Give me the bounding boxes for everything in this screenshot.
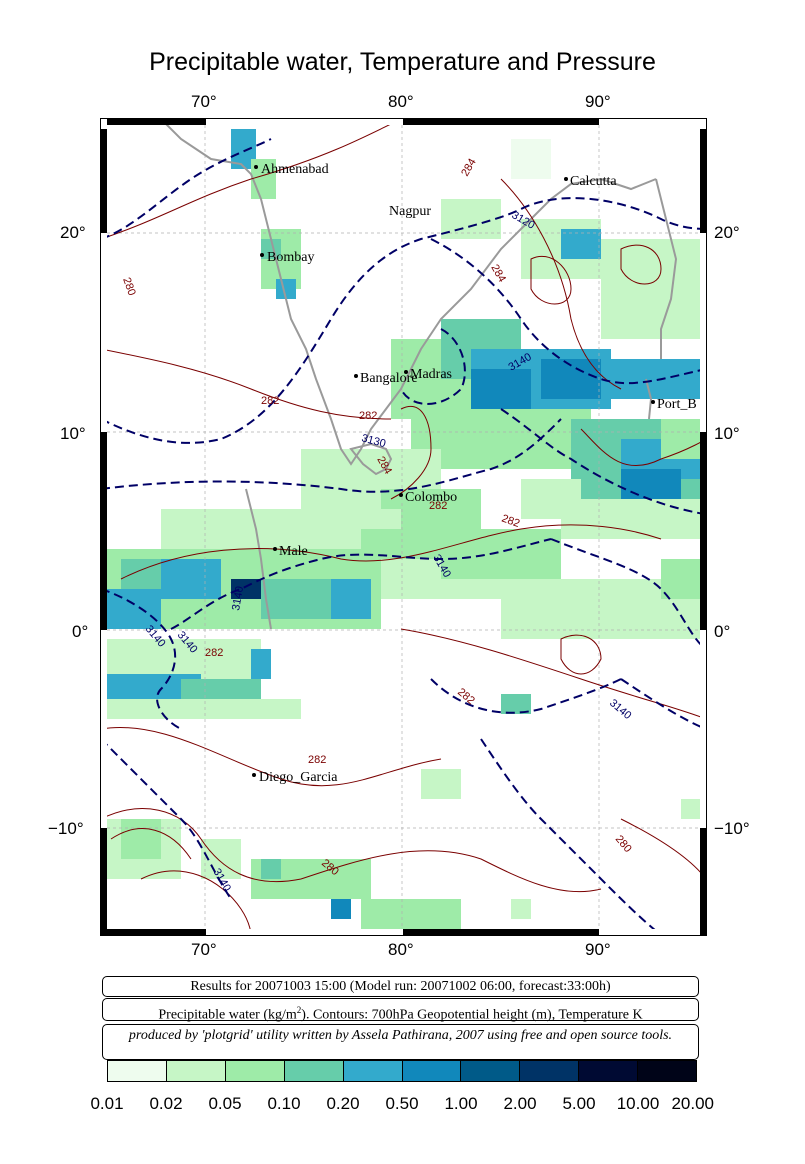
- lon-tick-80-bottom: 80°: [388, 940, 414, 959]
- colorbar-cell: [225, 1061, 285, 1081]
- legend-description-box: Precipitable water (kg/m2). Contours: 70…: [102, 998, 699, 1023]
- t-label: 282: [429, 500, 447, 512]
- lat-tick-10-left: 10°: [60, 424, 86, 443]
- results-box: Results for 20071003 15:00 (Model run: 2…: [102, 976, 699, 997]
- colorbar-cell: [520, 1061, 580, 1081]
- colorbar-cell: [108, 1061, 167, 1081]
- colorbar-label: 0.05: [208, 1094, 242, 1113]
- colorbar-cell: [638, 1061, 697, 1081]
- graticule: [101, 119, 706, 935]
- height-contours: [101, 138, 706, 935]
- colorbar-cell: [402, 1061, 462, 1081]
- results-text: Results for 20071003 15:00 (Model run: 2…: [190, 979, 611, 994]
- colorbar-label: 1.00: [444, 1094, 478, 1113]
- cities: Ahmenabad Nagpur Calcutta Bombay Bangalo…: [252, 162, 697, 785]
- city-label: Bombay: [267, 250, 314, 265]
- frame-border: [101, 119, 706, 935]
- credits-box: produced by 'plotgrid' utility written b…: [102, 1024, 699, 1060]
- lat-tick-m10-right: −10°: [714, 819, 750, 838]
- city-label: Madras: [410, 367, 452, 382]
- lat-tick-20-right: 20°: [714, 223, 740, 242]
- colorbar-cell: [284, 1061, 344, 1081]
- lon-tick-90-bottom: 90°: [585, 940, 611, 959]
- h-label: 3140: [230, 585, 246, 611]
- legend-text-sup: 2: [296, 1005, 302, 1015]
- t-label: 282: [205, 647, 223, 659]
- colorbar-label: 0.50: [385, 1094, 419, 1113]
- lat-tick-0-left: 0°: [72, 622, 89, 641]
- temperature-contours: [101, 119, 706, 935]
- city-label: Bangalore: [360, 371, 418, 386]
- legend-text-a: Precipitable water (kg/m: [158, 1007, 297, 1023]
- colorbar-label: 0.01: [90, 1094, 124, 1113]
- lon-tick-70-bottom: 70°: [191, 940, 217, 959]
- lat-tick-10-right: 10°: [714, 424, 740, 443]
- colorbar-label: 5.00: [562, 1094, 596, 1113]
- city-label: Nagpur: [389, 204, 431, 219]
- colorbar-label: 0.20: [326, 1094, 360, 1113]
- lat-tick-20-left: 20°: [60, 223, 86, 242]
- lat-tick-0-right: 0°: [714, 622, 731, 641]
- city-label: Ahmenabad: [261, 162, 329, 177]
- credits-text: produced by 'plotgrid' utility written b…: [128, 1028, 673, 1043]
- t-label: 282: [261, 395, 279, 407]
- map-panel[interactable]: 284 284 280 282 282 284 282 282 282 282 …: [100, 118, 707, 936]
- lon-tick-90-top: 90°: [585, 92, 611, 111]
- coastline: [160, 119, 678, 630]
- city-label: Male: [279, 544, 308, 559]
- colorbar-label: 2.00: [503, 1094, 537, 1113]
- map-svg: 284 284 280 282 282 284 282 282 282 282 …: [101, 119, 706, 935]
- lon-tick-70-top: 70°: [191, 92, 217, 111]
- t-label: 282: [500, 513, 521, 531]
- colorbar-cell: [166, 1061, 226, 1081]
- city-label: Port_B: [657, 397, 697, 412]
- lon-tick-80-top: 80°: [388, 92, 414, 111]
- colorbar-cell: [461, 1061, 521, 1081]
- colorbar-label: 0.02: [149, 1094, 183, 1113]
- t-label: 280: [120, 276, 138, 297]
- colorbar-label: 10.00: [616, 1094, 660, 1113]
- t-label: 282: [359, 410, 377, 422]
- colorbar-label: 0.10: [267, 1094, 301, 1113]
- colorbar-cell: [343, 1061, 403, 1081]
- precip-water-shading: [101, 119, 706, 935]
- colorbar-label: 20.00: [671, 1094, 715, 1113]
- colorbar: [107, 1060, 697, 1082]
- colorbar-cell: [579, 1061, 639, 1081]
- legend-text-b: ). Contours: 700hPa Geopotential height …: [301, 1007, 643, 1023]
- lat-tick-m10-left: −10°: [48, 819, 84, 838]
- city-label: Diego_Garcia: [259, 770, 338, 785]
- city-label: Calcutta: [570, 174, 617, 189]
- map-title: Precipitable water, Temperature and Pres…: [149, 48, 656, 76]
- t-label: 282: [308, 754, 326, 766]
- city-label: Colombo: [405, 490, 457, 505]
